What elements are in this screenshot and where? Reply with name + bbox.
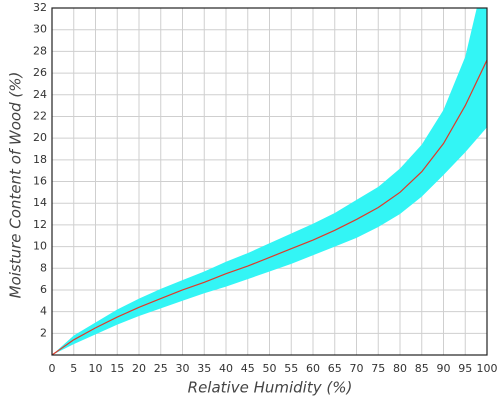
y-tick-label: 16: [33, 175, 47, 188]
y-tick-label: 14: [33, 196, 47, 209]
x-tick-label: 0: [49, 362, 56, 375]
x-tick-label: 50: [263, 362, 277, 375]
x-tick-label: 45: [241, 362, 255, 375]
y-tick-label: 22: [33, 109, 47, 122]
x-tick-label: 55: [284, 362, 298, 375]
x-tick-label: 85: [415, 362, 429, 375]
y-tick-label: 18: [33, 153, 47, 166]
x-tick-label: 35: [197, 362, 211, 375]
y-tick-label: 8: [40, 261, 47, 274]
plot-frame: [51, 7, 488, 356]
x-tick-label: 90: [437, 362, 451, 375]
x-tick-label: 70: [350, 362, 364, 375]
x-tick-label: 15: [110, 362, 124, 375]
x-tick-label: 10: [89, 362, 103, 375]
x-tick-label: 60: [306, 362, 320, 375]
band-area: [52, 8, 487, 355]
x-tick-label: 5: [70, 362, 77, 375]
x-tick-label: 30: [176, 362, 190, 375]
x-tick-label: 25: [154, 362, 168, 375]
y-tick-label: 20: [33, 131, 47, 144]
y-tick-label: 24: [33, 88, 47, 101]
x-tick-label: 95: [458, 362, 472, 375]
y-tick-label: 26: [33, 66, 47, 79]
x-tick-label: 20: [132, 362, 146, 375]
x-axis-label: Relative Humidity (%): [188, 379, 353, 397]
y-tick-label: 32: [33, 1, 47, 14]
x-tick-label: 80: [393, 362, 407, 375]
y-tick-label: 4: [40, 305, 47, 318]
y-tick-label: 30: [33, 23, 47, 36]
plot: [52, 8, 487, 355]
x-tick-label: 100: [477, 362, 498, 375]
line: [52, 59, 487, 355]
x-tick-label: 40: [219, 362, 233, 375]
x-tick-label: 65: [328, 362, 342, 375]
y-tick-label: 10: [33, 240, 47, 253]
y-tick-label: 12: [33, 218, 47, 231]
y-tick-label: 6: [40, 283, 47, 296]
y-tick-label: 28: [33, 44, 47, 57]
x-tick-label: 75: [371, 362, 385, 375]
y-axis-label: Moisture Content of Wood (%): [7, 72, 25, 299]
y-tick-label: 2: [40, 326, 47, 339]
